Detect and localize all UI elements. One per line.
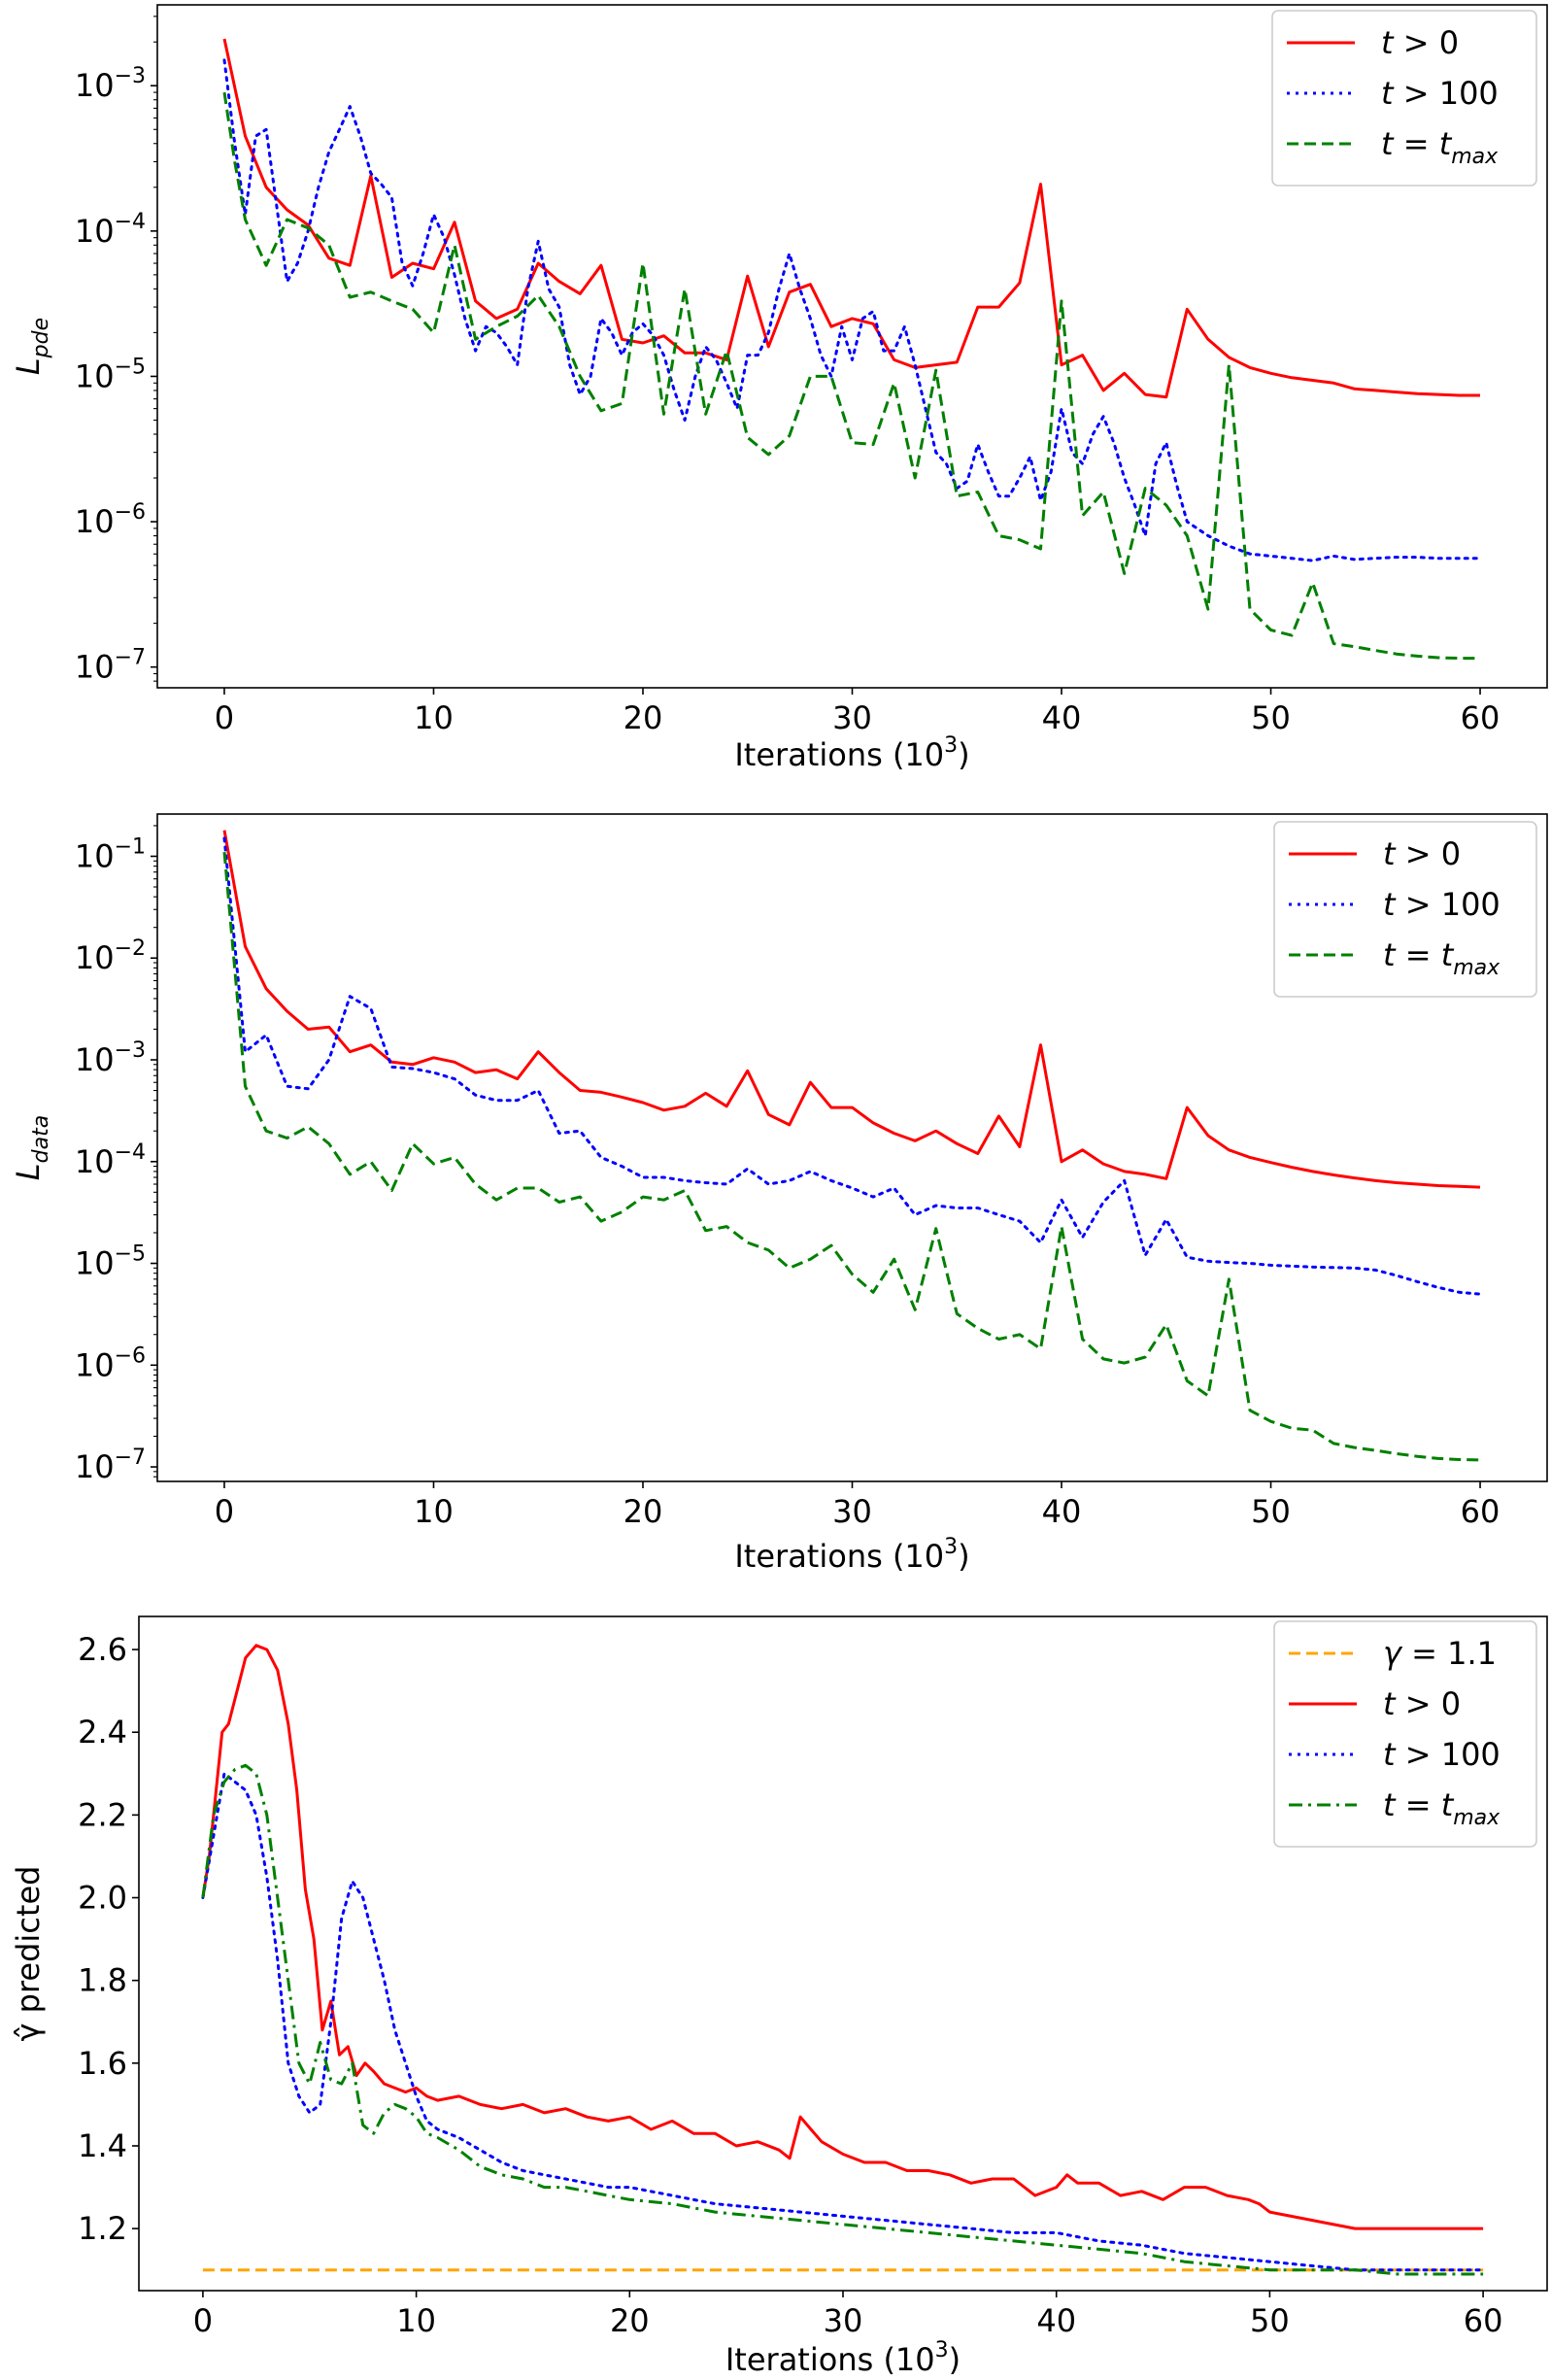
y-tick-label: 2.2 <box>78 1796 127 1833</box>
legend: γ = 1.1 t > 0 t > 100 t = tmax <box>1273 1620 1537 1848</box>
x-tick-label: 30 <box>832 699 872 736</box>
y-tick-label: 10−2 <box>75 936 146 976</box>
legend-label-3: t > 100 <box>1383 1736 1500 1773</box>
series-line-3 <box>222 91 1480 661</box>
x-tick-label: 40 <box>1042 1493 1082 1530</box>
legend: t > 0 t > 100 t = tmax <box>1271 10 1537 187</box>
legend-label-1: t > 0 <box>1383 835 1461 872</box>
legend-label-3: t = tmax <box>1383 936 1500 980</box>
y-tick-label: 10−6 <box>75 1343 146 1383</box>
x-tick-label: 50 <box>1251 699 1291 736</box>
y-tick-label: 10−3 <box>75 1038 146 1078</box>
y-tick-label: 1.4 <box>78 2127 127 2164</box>
x-axis-label: Iterations (103) <box>725 2338 961 2378</box>
x-tick-label: 20 <box>624 699 663 736</box>
x-tick-label: 40 <box>1036 2302 1076 2339</box>
chart-panel-1: 0 10 20 30 40 50 60 10−3 10−4 10−5 10−6 10−7 Iterati… <box>10 4 1548 773</box>
series-line-1 <box>222 38 1480 399</box>
x-tick-label: 20 <box>610 2302 650 2339</box>
x-tick-label: 30 <box>824 2302 863 2339</box>
x-axis-label: Iterations (103) <box>734 733 969 773</box>
y-axis-label: Ldata <box>10 1115 53 1180</box>
x-tick-label: 40 <box>1042 699 1082 736</box>
y-tick-label: 2.4 <box>78 1714 127 1751</box>
y-tick-label: 10−4 <box>75 210 146 250</box>
x-tick-label: 10 <box>414 699 454 736</box>
series-line-3 <box>201 1772 1485 2272</box>
series-line-4 <box>201 1763 1484 2276</box>
x-tick-label: 60 <box>1461 1493 1500 1530</box>
legend-frame <box>1271 10 1537 187</box>
x-tick-label: 10 <box>396 2302 436 2339</box>
y-tick-label: 10−5 <box>75 355 146 394</box>
series-line-2 <box>201 1644 1484 2230</box>
y-tick-label: 10−6 <box>75 500 146 540</box>
x-tick-label: 0 <box>193 2302 213 2339</box>
y-tick-label: 2.0 <box>78 1880 127 1917</box>
legend-label-2: t > 0 <box>1383 1685 1461 1722</box>
series-line-3 <box>222 851 1481 1462</box>
y-tick-label: 1.6 <box>78 2045 127 2082</box>
legend-label-1: t > 0 <box>1381 24 1459 61</box>
x-tick-label: 60 <box>1461 699 1500 736</box>
x-tick-label: 60 <box>1464 2302 1503 2339</box>
series-line-1 <box>222 830 1481 1189</box>
legend-label-2: t > 100 <box>1381 75 1499 112</box>
legend: t > 0 t > 100 t = tmax <box>1273 821 1537 998</box>
y-tick-label: 10−7 <box>75 1445 146 1485</box>
x-tick-label: 50 <box>1250 2302 1290 2339</box>
legend-label-2: t > 100 <box>1383 886 1500 923</box>
y-axis-label: Lpde <box>10 318 53 375</box>
x-tick-label: 10 <box>414 1493 454 1530</box>
chart-panel-3: 0 10 20 30 40 50 60 1.2 1.4 1.6 1.8 2.0 2.2 2.4 2.6 Ite… <box>10 1615 1548 2378</box>
legend-label-3: t = tmax <box>1381 125 1499 169</box>
legend-frame <box>1273 1620 1537 1848</box>
y-tick-label: 10−1 <box>75 834 146 874</box>
series-line-2 <box>222 58 1482 562</box>
y-tick-label: 10−3 <box>75 64 146 104</box>
legend-label-1: γ = 1.1 <box>1383 1635 1497 1672</box>
y-tick-label: 10−4 <box>75 1140 146 1180</box>
x-tick-label: 0 <box>215 1493 234 1530</box>
y-tick-label: 10−5 <box>75 1242 146 1282</box>
legend-frame <box>1273 821 1537 998</box>
chart-panel-2: 0 10 20 30 40 50 60 10−1 10−2 10−3 10−4 10−5 10−6 10−… <box>10 813 1548 1575</box>
y-tick-label: 1.2 <box>78 2210 127 2247</box>
y-tick-label: 1.8 <box>78 1962 127 1999</box>
y-tick-label: 10−7 <box>75 646 146 686</box>
legend-label-4: t = tmax <box>1383 1786 1500 1830</box>
x-tick-label: 30 <box>832 1493 872 1530</box>
x-axis-label: Iterations (103) <box>734 1535 969 1575</box>
y-axis-label: γ̂ predicted <box>10 1866 47 2042</box>
x-tick-label: 20 <box>624 1493 663 1530</box>
x-tick-label: 50 <box>1251 1493 1291 1530</box>
series-line-2 <box>222 836 1482 1296</box>
y-tick-label: 2.6 <box>78 1631 127 1668</box>
x-tick-label: 0 <box>215 699 234 736</box>
